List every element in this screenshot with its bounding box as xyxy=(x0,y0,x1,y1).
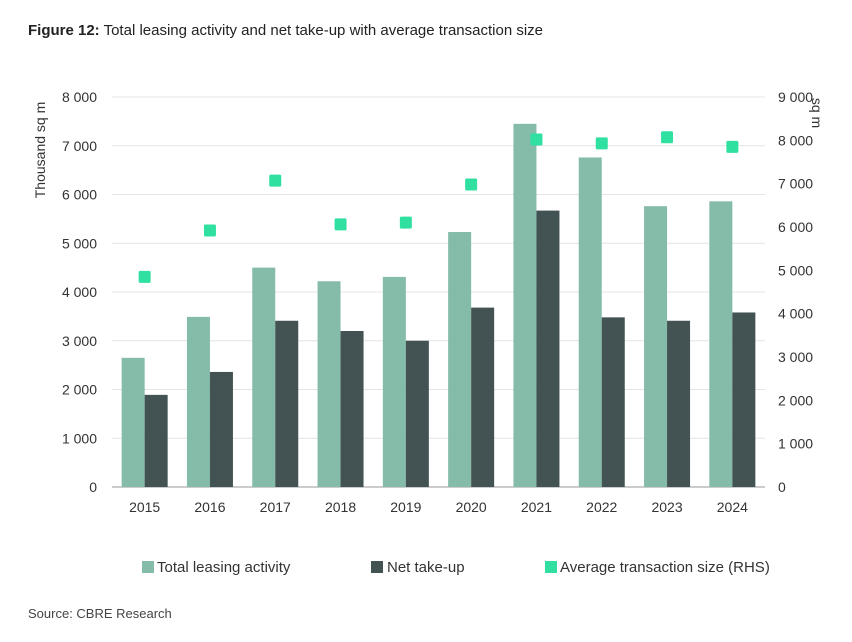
bar-net-takeup xyxy=(601,317,625,487)
point-avg-transaction xyxy=(661,131,674,144)
y2-tick-label: 9 000 xyxy=(778,89,813,105)
bar-total-leasing xyxy=(578,157,602,487)
figure-label: Figure 12: xyxy=(28,22,100,39)
bar-total-leasing xyxy=(121,357,145,487)
x-tick-label: 2019 xyxy=(390,499,421,515)
y-tick-label: 6 000 xyxy=(62,187,97,203)
point-avg-transaction xyxy=(399,216,412,229)
chart: 0 1 000 2 000 3 000 4 000 5 000 6 000 7 000 8 00… xyxy=(32,89,825,576)
x-tick-label: 2020 xyxy=(456,499,487,515)
y2-tick-label: 7 000 xyxy=(778,176,813,192)
bar-total-leasing xyxy=(252,267,276,487)
point-avg-transaction xyxy=(269,174,282,187)
point-avg-transaction xyxy=(334,218,347,231)
bar-total-leasing xyxy=(317,281,341,487)
x-tick-label: 2015 xyxy=(129,499,160,515)
bar-net-takeup xyxy=(144,394,168,487)
y-tick-label: 8 000 xyxy=(62,89,97,105)
x-tick-label: 2022 xyxy=(586,499,617,515)
y2-tick-label: 2 000 xyxy=(778,392,813,408)
bar-net-takeup xyxy=(209,371,233,487)
bar-net-takeup xyxy=(275,320,299,487)
bar-total-leasing xyxy=(382,276,406,487)
y-tick-label: 1 000 xyxy=(62,430,97,446)
legend-swatch-total-leasing xyxy=(142,561,154,573)
legend-swatch-net-takeup xyxy=(371,561,383,573)
figure-title: Figure 12: Total leasing activity and ne… xyxy=(28,22,543,39)
source-note: Source: CBRE Research xyxy=(28,606,172,621)
y2-tick-label: 3 000 xyxy=(778,349,813,365)
x-tick-label: 2018 xyxy=(325,499,356,515)
y-tick-label: 4 000 xyxy=(62,284,97,300)
point-avg-transaction xyxy=(530,133,543,146)
bar-total-leasing xyxy=(513,123,537,487)
bar-net-takeup xyxy=(732,312,756,487)
bar-total-leasing xyxy=(709,201,733,487)
y-axis-label: Thousand sq m xyxy=(32,102,48,199)
x-tick-label: 2021 xyxy=(521,499,552,515)
point-avg-transaction xyxy=(138,270,151,283)
y-tick-label: 5 000 xyxy=(62,235,97,251)
legend-label-total-leasing: Total leasing activity xyxy=(157,559,291,576)
legend-label-net-takeup: Net take-up xyxy=(387,559,465,576)
legend: Total leasing activity Net take-up Avera… xyxy=(142,559,770,576)
y2-tick-label: 5 000 xyxy=(778,262,813,278)
legend-swatch-avg-transaction xyxy=(545,561,557,573)
x-tick-label: 2017 xyxy=(260,499,291,515)
x-axis-ticks: 2015 2016 2017 2018 2019 2020 2021 2022 2023 2024 xyxy=(129,499,748,515)
bar-net-takeup xyxy=(471,307,495,487)
point-avg-transaction xyxy=(595,137,608,150)
left-axis-ticks: 0 1 000 2 000 3 000 4 000 5 000 6 000 7 000 8 00… xyxy=(62,89,97,495)
y2-tick-label: 8 000 xyxy=(778,132,813,148)
y2-axis-label: sq m xyxy=(809,98,825,128)
x-tick-label: 2023 xyxy=(651,499,682,515)
bar-total-leasing xyxy=(644,206,668,487)
y2-tick-label: 1 000 xyxy=(778,436,813,452)
point-avg-transaction xyxy=(465,178,478,191)
point-avg-transaction xyxy=(203,224,216,237)
y2-tick-label: 6 000 xyxy=(778,219,813,235)
y-tick-label: 7 000 xyxy=(62,138,97,154)
y-tick-label: 0 xyxy=(89,479,97,495)
bar-net-takeup xyxy=(405,340,429,487)
y2-tick-label: 0 xyxy=(778,479,786,495)
bar-net-takeup xyxy=(340,331,364,487)
y-tick-label: 2 000 xyxy=(62,382,97,398)
legend-label-avg-transaction: Average transaction size (RHS) xyxy=(560,559,770,576)
x-tick-label: 2016 xyxy=(194,499,225,515)
x-tick-label: 2024 xyxy=(717,499,748,515)
bar-total-leasing xyxy=(448,232,472,487)
right-axis-ticks: 0 1 000 2 000 3 000 4 000 5 000 6 000 7 000 8 00… xyxy=(778,89,813,495)
bar-net-takeup xyxy=(536,210,560,487)
y-tick-label: 3 000 xyxy=(62,333,97,349)
bar-total-leasing xyxy=(186,316,210,487)
bar-net-takeup xyxy=(667,320,691,487)
y2-tick-label: 4 000 xyxy=(778,306,813,322)
figure-title-text: Total leasing activity and net take-up w… xyxy=(103,22,544,39)
avg-transaction-points xyxy=(138,131,739,283)
bars xyxy=(121,123,756,487)
point-avg-transaction xyxy=(726,140,739,153)
